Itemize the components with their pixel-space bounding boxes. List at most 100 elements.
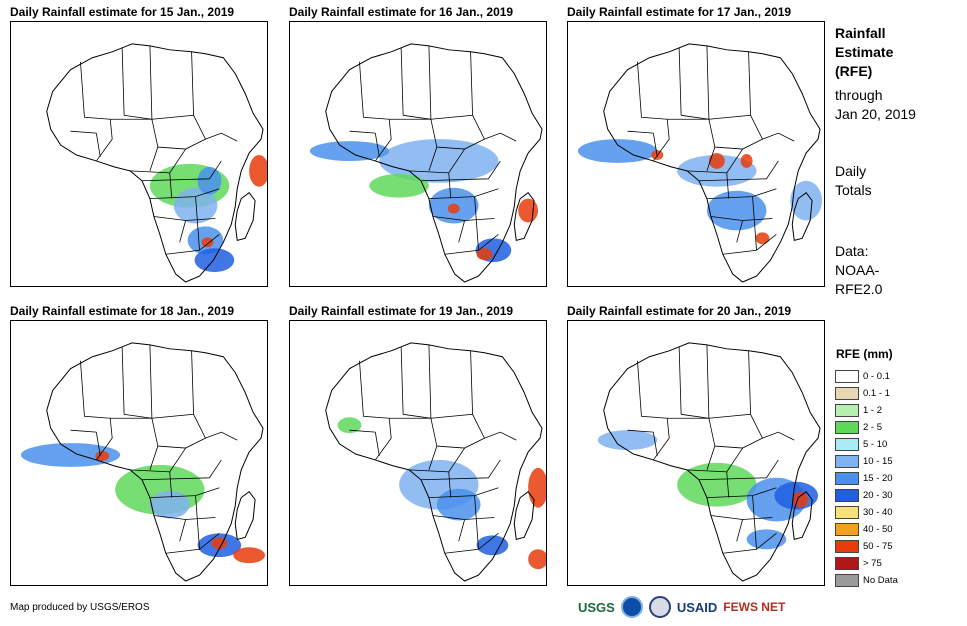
- country-border: [121, 47, 125, 116]
- country-border: [70, 429, 97, 433]
- legend-swatch: [835, 387, 859, 400]
- country-border: [80, 61, 111, 120]
- legend-item: No Data: [835, 572, 955, 589]
- country-border: [706, 487, 777, 499]
- legend-label: 5 - 10: [863, 439, 888, 450]
- legend-item: 0.1 - 1: [835, 385, 955, 402]
- rainfall-area: [173, 187, 218, 224]
- country-border: [698, 459, 779, 481]
- country-border: [448, 172, 452, 199]
- legend-swatch: [835, 438, 859, 451]
- legend-item: 5 - 10: [835, 436, 955, 453]
- rainfall-area: [20, 443, 121, 467]
- country-border: [458, 220, 466, 243]
- country-border: [374, 432, 380, 457]
- map-svg-4: [11, 321, 267, 585]
- country-border: [472, 115, 517, 142]
- legend-label: 40 - 50: [863, 524, 893, 535]
- rainfall-area: [708, 153, 725, 169]
- country-border: [714, 437, 763, 449]
- legend-label: 0 - 0.1: [863, 371, 890, 382]
- africa-landmass: [603, 342, 821, 581]
- side-title-line: Estimate: [835, 44, 894, 60]
- country-border: [714, 138, 763, 150]
- rainfall-area: [197, 166, 222, 195]
- rainfall-area: [677, 462, 757, 507]
- legend-swatch: [835, 421, 859, 434]
- map-panel-6: [567, 320, 825, 586]
- rainfall-area: [149, 490, 190, 519]
- africa-coastline: [603, 342, 821, 582]
- legend-label: > 75: [863, 558, 882, 569]
- country-border: [359, 360, 390, 419]
- map-credit: Map produced by USGS/EROS: [10, 602, 150, 613]
- country-border: [428, 487, 499, 499]
- legend-item: 15 - 20: [835, 470, 955, 487]
- legend-item: 40 - 50: [835, 521, 955, 538]
- legend-item: 10 - 15: [835, 453, 955, 470]
- country-border: [169, 172, 173, 199]
- country-border: [179, 220, 187, 243]
- legend-swatch: [835, 455, 859, 468]
- side-through-line: through: [835, 87, 883, 103]
- country-border: [653, 418, 670, 461]
- legend-swatch: [835, 574, 859, 587]
- country-border: [653, 119, 670, 162]
- panel-title-5: Daily Rainfall estimate for 19 Jan., 201…: [289, 304, 514, 318]
- side-totals: Daily Totals: [835, 162, 872, 200]
- side-data-line: Data:: [835, 243, 869, 259]
- rainfall-area: [518, 198, 539, 223]
- noaa-logo: [620, 596, 643, 618]
- panel-title-4: Daily Rainfall estimate for 18 Jan., 201…: [10, 304, 235, 318]
- country-border: [474, 495, 479, 550]
- africa-coastline: [46, 43, 264, 283]
- country-border: [96, 418, 113, 461]
- dhs-seal-logo: [648, 596, 671, 618]
- map-panel-4: [10, 320, 268, 586]
- legend-item: 0 - 0.1: [835, 368, 955, 385]
- legend-label: 1 - 2: [863, 405, 883, 416]
- country-border: [400, 346, 404, 415]
- legend-label: 2 - 5: [863, 422, 883, 433]
- side-title-line: Rainfall: [835, 25, 886, 41]
- country-border: [193, 414, 238, 441]
- map-svg-6: [568, 321, 824, 585]
- legend-item: 50 - 75: [835, 538, 955, 555]
- country-border: [374, 133, 380, 158]
- madagascar-outline: [791, 491, 813, 540]
- map-svg-5: [290, 321, 546, 585]
- country-border: [698, 160, 779, 182]
- rainfall-area: [597, 430, 658, 451]
- rainfall-area: [790, 180, 823, 221]
- side-totals-line: Totals: [835, 182, 872, 198]
- africa-landmass: [46, 43, 264, 282]
- side-title-line: (RFE): [835, 63, 873, 79]
- africa-coastline: [46, 342, 264, 582]
- africa-coastline: [603, 43, 821, 283]
- country-border: [149, 487, 220, 499]
- legend-title: RFE (mm): [836, 347, 893, 361]
- country-border: [420, 160, 501, 182]
- legend-item: 2 - 5: [835, 419, 955, 436]
- country-border: [153, 515, 216, 520]
- legend-label: 50 - 75: [863, 541, 893, 552]
- country-border: [375, 119, 392, 162]
- africa-coastline: [325, 43, 543, 283]
- legend-swatch: [835, 506, 859, 519]
- country-border: [432, 515, 495, 520]
- country-border: [652, 133, 658, 158]
- country-border: [193, 115, 238, 142]
- country-border: [637, 61, 668, 120]
- africa-landmass: [46, 342, 264, 581]
- country-border: [179, 519, 187, 542]
- country-border: [141, 160, 222, 182]
- rainfall-area: [792, 491, 809, 508]
- country-border: [474, 196, 479, 251]
- rainfall-area: [755, 232, 770, 245]
- legend-swatch: [835, 489, 859, 502]
- country-border: [710, 216, 773, 221]
- legend-label: 20 - 30: [863, 490, 893, 501]
- madagascar-outline: [513, 192, 535, 241]
- map-panel-3: [567, 21, 825, 287]
- country-border: [458, 519, 466, 542]
